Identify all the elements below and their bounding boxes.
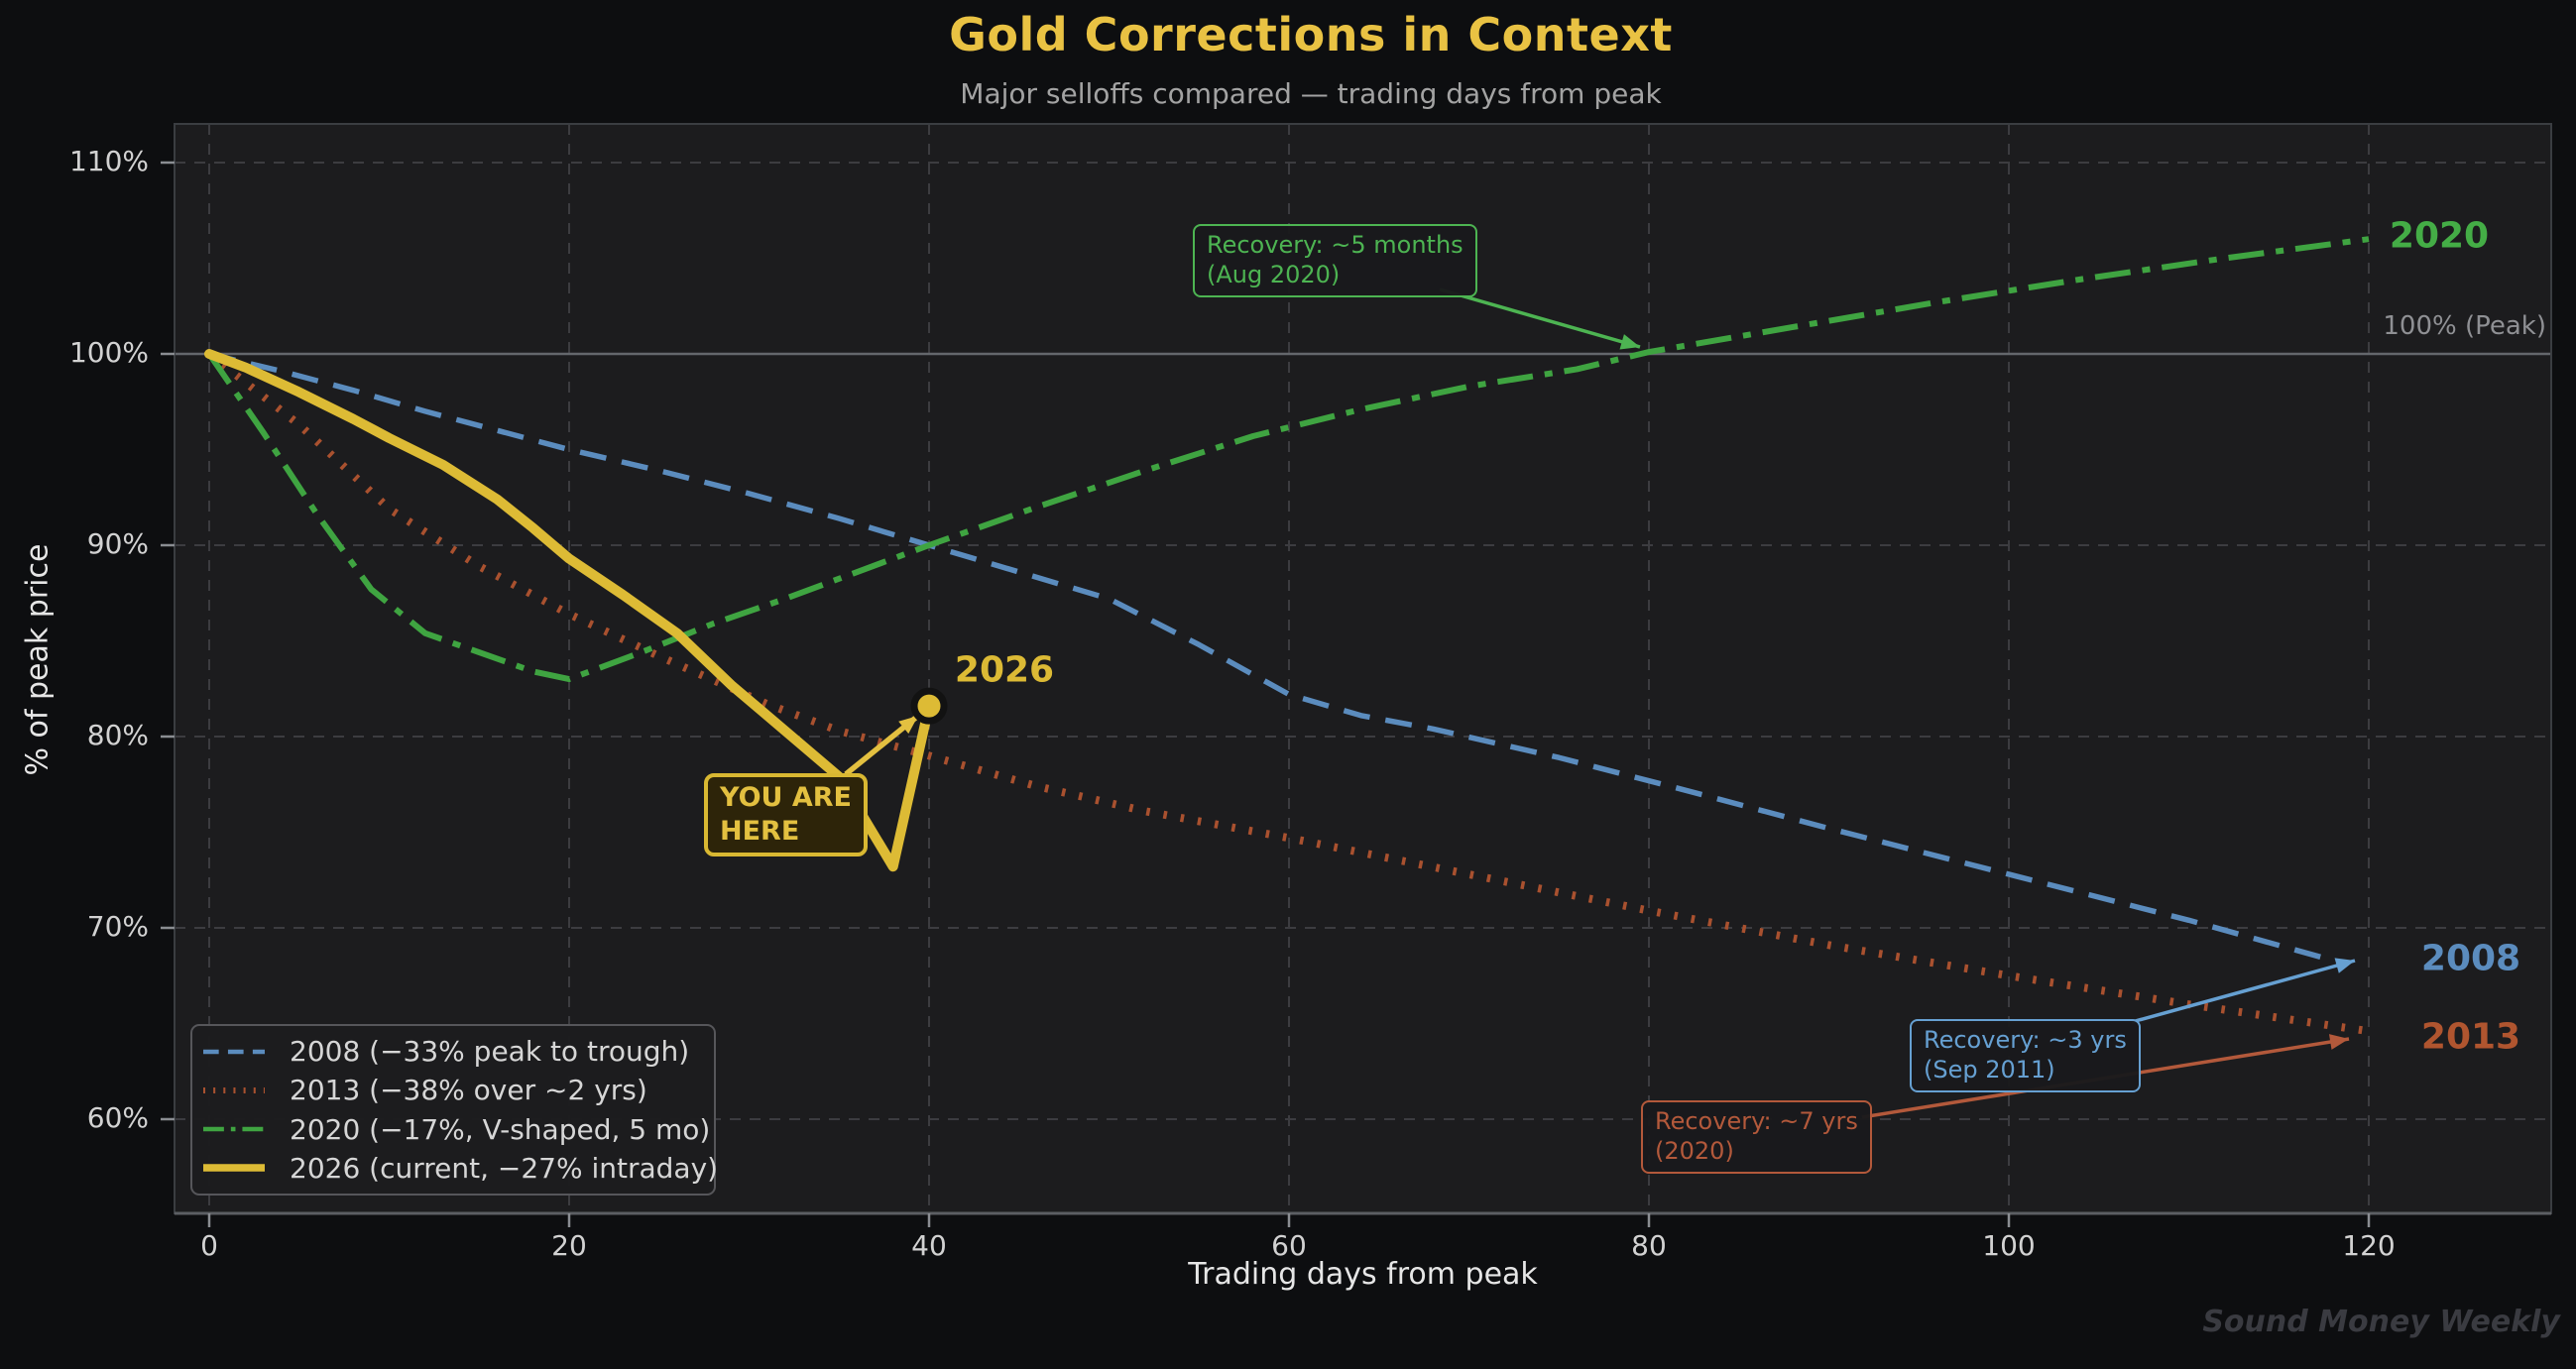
annotation-arrow-recovery_2020: [1439, 287, 1641, 349]
chart-subtitle: Major selloffs compared — trading days f…: [960, 77, 1662, 110]
y-tick-label: 80%: [86, 719, 149, 751]
legend-item-2026: 2026 (current, −27% intraday): [202, 1149, 718, 1188]
annotation-you-are-here: YOU ARE HERE: [704, 773, 868, 856]
x-tick-label: 100: [1982, 1229, 2036, 1262]
x-tick-label: 0: [200, 1229, 218, 1262]
annotation-line: Recovery: ~7 yrs: [1655, 1107, 1858, 1135]
watermark: Sound Money Weekly: [2202, 1305, 2560, 1339]
current-position-marker: [910, 687, 948, 725]
chart-title: Gold Corrections in Context: [949, 8, 1673, 61]
annotation-arrow-recovery_2008: [2131, 959, 2356, 1024]
annotation-line: (Sep 2011): [1924, 1056, 2055, 1084]
x-axis-label: Trading days from peak: [1188, 1257, 1538, 1292]
annotation-arrow-recovery_2008-head: [2334, 958, 2355, 973]
legend-item-2008: 2008 (−33% peak to trough): [202, 1032, 704, 1071]
annotation-recovery-2013: Recovery: ~7 yrs (2020): [1641, 1100, 1872, 1174]
legend-line-sample: [203, 1049, 265, 1054]
series-end-label-2008: 2008: [2420, 938, 2521, 979]
series-end-label-2020: 2020: [2389, 215, 2490, 257]
legend-item-2020: 2020 (−17%, V-shaped, 5 mo): [202, 1110, 710, 1149]
x-tick-label: 40: [911, 1229, 947, 1262]
annotation-arrow-recovery_2020-head: [1619, 334, 1640, 350]
y-axis-label: % of peak price: [20, 543, 56, 776]
annotation-recovery-2008: Recovery: ~3 yrs (Sep 2011): [1910, 1019, 2141, 1092]
annotation-line: YOU ARE: [720, 782, 852, 813]
y-tick-label: 100%: [68, 336, 149, 369]
legend-item-2013: 2013 (−38% over ~2 yrs): [202, 1071, 704, 1109]
legend-label: 2008 (−33% peak to trough): [290, 1035, 690, 1069]
legend-label: 2013 (−38% over ~2 yrs): [290, 1074, 647, 1107]
annotation-line: Recovery: ~5 months: [1207, 231, 1464, 259]
legend-line-sample: [203, 1126, 265, 1132]
y-tick-label: 90%: [86, 527, 149, 560]
annotation-arrow-recovery_2013-head: [2328, 1034, 2349, 1050]
annotation-line: (Aug 2020): [1207, 261, 1341, 288]
peak-line-label: 100% (Peak): [2383, 311, 2546, 341]
x-tick-label: 60: [1271, 1229, 1307, 1262]
y-tick-label: 110%: [68, 145, 149, 177]
series-end-label-2013: 2013: [2420, 1016, 2521, 1058]
x-tick-label: 80: [1631, 1229, 1667, 1262]
y-tick-label: 60%: [86, 1101, 149, 1134]
annotation-line: HERE: [720, 816, 800, 847]
legend: 2008 (−33% peak to trough) 2013 (−38% ove…: [190, 1024, 718, 1196]
legend-label: 2026 (current, −27% intraday): [290, 1151, 719, 1185]
annotation-line: (2020): [1655, 1137, 1734, 1165]
legend-label: 2020 (−17%, V-shaped, 5 mo): [290, 1112, 711, 1146]
legend-line-sample: [203, 1086, 265, 1093]
series-line-2008: [208, 351, 2334, 964]
annotation-arrow-you_are_here-head: [898, 716, 918, 735]
annotation-recovery-2020: Recovery: ~5 months (Aug 2020): [1193, 224, 1477, 297]
y-tick-label: 70%: [86, 910, 149, 943]
series-line-2026: [204, 349, 934, 872]
series-end-label-2026: 2026: [954, 649, 1055, 691]
series-line-2020: [206, 236, 2370, 683]
x-tick-label: 120: [2342, 1229, 2396, 1262]
legend-line-sample: [203, 1164, 265, 1173]
x-tick-label: 20: [551, 1229, 587, 1262]
annotation-line: Recovery: ~3 yrs: [1924, 1026, 2127, 1054]
